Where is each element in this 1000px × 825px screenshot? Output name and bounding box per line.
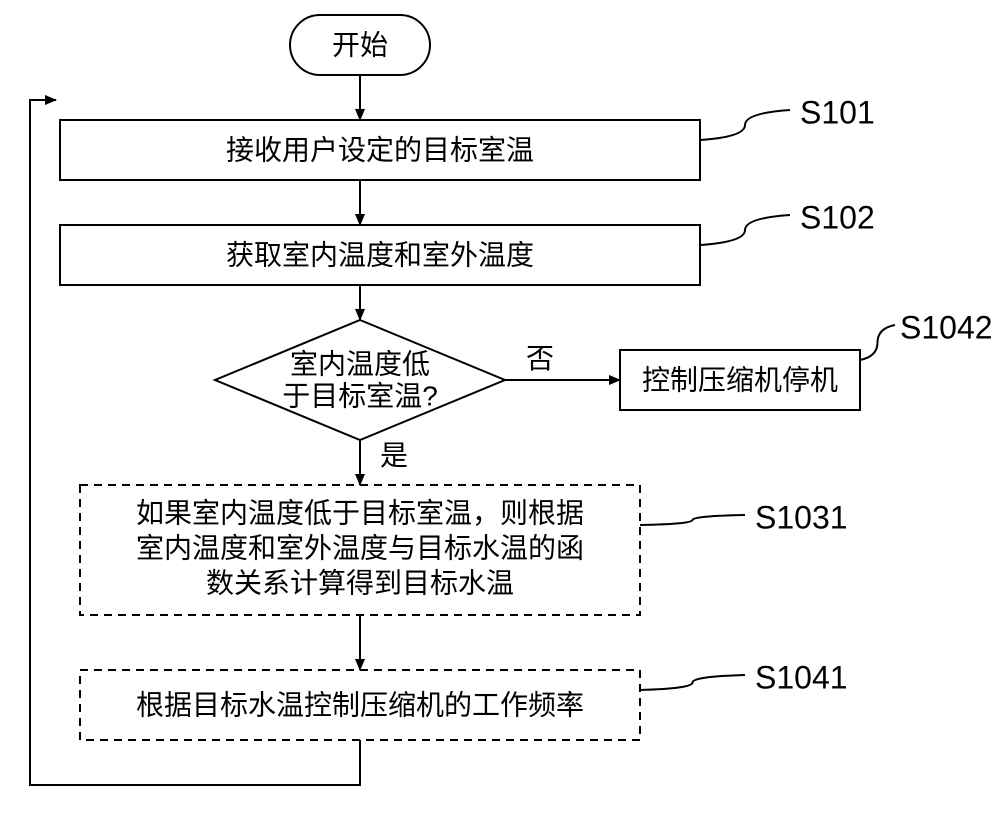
s101-node: 接收用户设定的目标室温: [60, 120, 700, 180]
s1041-callout: [640, 675, 745, 690]
s1041-text: 根据目标水温控制压缩机的工作频率: [136, 689, 584, 720]
s101-label: S101: [800, 94, 875, 130]
s1041-label: S1041: [755, 659, 848, 695]
decision-node: 室内温度低 于目标室温?: [215, 320, 505, 440]
s102-label: S102: [800, 199, 875, 235]
s1031-callout: [640, 515, 745, 525]
s102-node: 获取室内温度和室外温度: [60, 225, 700, 285]
s102-text: 获取室内温度和室外温度: [226, 239, 534, 270]
s1042-label: S1042: [900, 309, 993, 345]
s1041-node: 根据目标水温控制压缩机的工作频率: [80, 670, 640, 740]
s1042-node: 控制压缩机停机: [620, 350, 860, 410]
s1031-line2: 室内温度和室外温度与目标水温的函: [136, 532, 584, 563]
s101-callout: [700, 110, 790, 140]
yes-label: 是: [380, 440, 408, 471]
s1031-line1: 如果室内温度低于目标室温，则根据: [136, 497, 584, 528]
s1042-text: 控制压缩机停机: [642, 364, 838, 395]
s1042-callout: [860, 325, 895, 360]
no-label: 否: [526, 343, 554, 374]
s1031-node: 如果室内温度低于目标室温，则根据 室内温度和室外温度与目标水温的函 数关系计算得…: [80, 485, 640, 615]
s102-callout: [700, 215, 790, 245]
start-label: 开始: [332, 29, 388, 60]
s101-text: 接收用户设定的目标室温: [226, 134, 534, 165]
s1031-line3: 数关系计算得到目标水温: [206, 567, 514, 598]
s1031-label: S1031: [755, 499, 848, 535]
decision-line1: 室内温度低: [290, 348, 430, 379]
start-node: 开始: [290, 15, 430, 75]
decision-line2: 于目标室温?: [282, 380, 438, 411]
